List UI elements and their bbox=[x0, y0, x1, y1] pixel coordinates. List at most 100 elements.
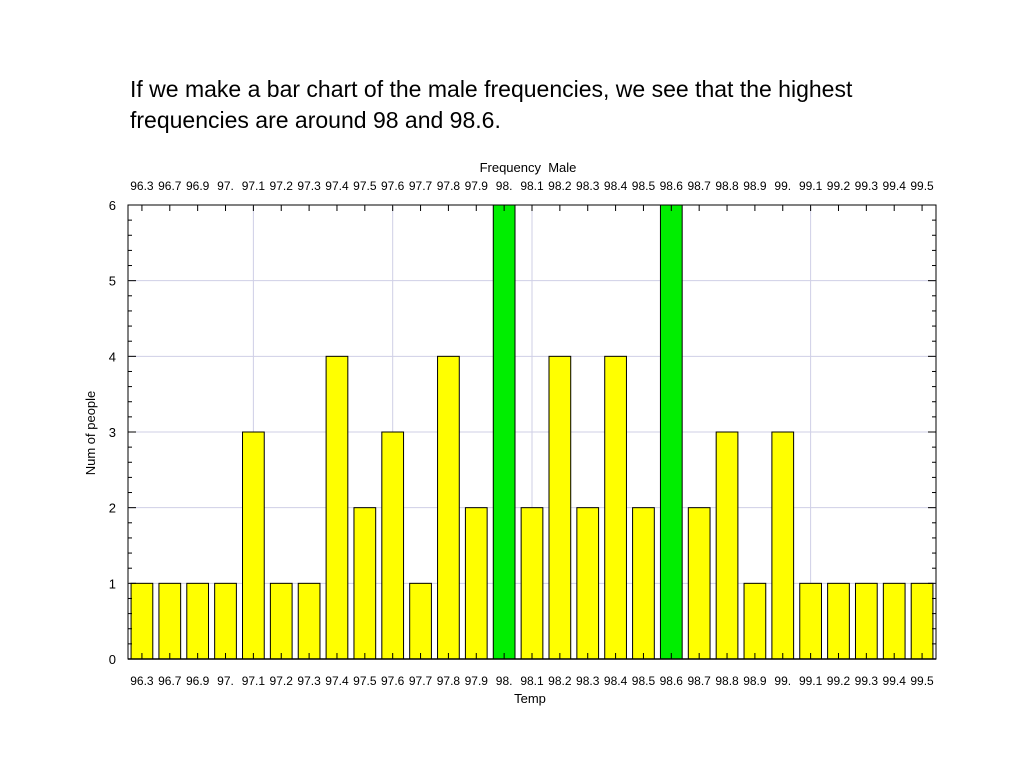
x-tick-label-top: 98.1 bbox=[520, 179, 544, 193]
x-tick-label-top: 97.7 bbox=[409, 179, 433, 193]
x-tick-label-top: 99. bbox=[774, 179, 791, 193]
x-tick-label-top: 98. bbox=[496, 179, 513, 193]
x-tick-label-top: 96.7 bbox=[158, 179, 182, 193]
bar bbox=[437, 355, 460, 660]
x-tick-label-top: 97.3 bbox=[297, 179, 321, 193]
x-tick-label: 97.9 bbox=[465, 674, 489, 688]
x-tick-label: 98.2 bbox=[548, 674, 572, 688]
y-tick-label: 1 bbox=[109, 576, 116, 591]
x-tick-label-top: 97. bbox=[217, 179, 234, 193]
bar bbox=[269, 582, 293, 660]
x-tick-label-top: 97.9 bbox=[465, 179, 489, 193]
x-tick-label: 99.2 bbox=[827, 674, 851, 688]
y-tick-label: 6 bbox=[109, 198, 116, 213]
bar bbox=[520, 507, 544, 660]
x-tick-label: 99.5 bbox=[910, 674, 934, 688]
x-tick-label-top: 99.4 bbox=[883, 179, 907, 193]
bar bbox=[910, 582, 934, 660]
x-tick-label: 99. bbox=[774, 674, 791, 688]
bar bbox=[659, 204, 683, 660]
bar bbox=[743, 582, 767, 660]
x-tick-label-top: 98.5 bbox=[632, 179, 656, 193]
x-tick-label-top: 96.3 bbox=[130, 179, 154, 193]
bar bbox=[687, 507, 711, 660]
x-tick-label: 97.3 bbox=[297, 674, 321, 688]
bar bbox=[576, 507, 600, 660]
y-tick-label: 5 bbox=[109, 274, 116, 289]
bar bbox=[130, 582, 154, 660]
x-tick-label: 98.7 bbox=[687, 674, 711, 688]
bar bbox=[158, 582, 182, 660]
bar bbox=[715, 431, 739, 660]
x-tick-label-top: 97.6 bbox=[381, 179, 405, 193]
x-tick-label: 97.6 bbox=[381, 674, 405, 688]
bar bbox=[882, 582, 906, 660]
x-tick-label-top: 98.9 bbox=[743, 179, 767, 193]
x-tick-label-top: 98.7 bbox=[687, 179, 711, 193]
x-tick-label-top: 98.4 bbox=[604, 179, 628, 193]
x-tick-label: 97.2 bbox=[270, 674, 294, 688]
x-tick-label: 99.4 bbox=[883, 674, 907, 688]
bar bbox=[353, 507, 377, 660]
bar bbox=[604, 355, 627, 660]
x-tick-label-top: 98.8 bbox=[715, 179, 739, 193]
bar bbox=[381, 431, 405, 660]
x-tick-label: 96.7 bbox=[158, 674, 182, 688]
x-tick-label: 98.9 bbox=[743, 674, 767, 688]
bar bbox=[492, 204, 516, 660]
x-tick-label-top: 97.8 bbox=[437, 179, 461, 193]
chart-title: Frequency Male bbox=[480, 160, 577, 175]
bar bbox=[854, 582, 878, 660]
x-tick-label-top: 97.5 bbox=[353, 179, 377, 193]
x-tick-label: 99.3 bbox=[855, 674, 879, 688]
x-tick-label-top: 98.3 bbox=[576, 179, 600, 193]
x-tick-label: 98.6 bbox=[660, 674, 684, 688]
x-tick-label: 97.7 bbox=[409, 674, 433, 688]
bar bbox=[548, 355, 572, 660]
y-tick-label: 0 bbox=[109, 652, 116, 667]
x-tick-label: 98. bbox=[496, 674, 513, 688]
bar bbox=[214, 582, 237, 660]
bar bbox=[464, 507, 488, 660]
caption-text: If we make a bar chart of the male frequ… bbox=[130, 76, 853, 133]
x-axis-label: Temp bbox=[514, 691, 546, 706]
x-tick-label-top: 97.4 bbox=[325, 179, 349, 193]
x-tick-label: 97.8 bbox=[437, 674, 461, 688]
x-tick-label: 98.1 bbox=[520, 674, 544, 688]
x-tick-label: 98.4 bbox=[604, 674, 628, 688]
x-tick-label-top: 99.2 bbox=[827, 179, 851, 193]
axes bbox=[128, 204, 936, 660]
bar bbox=[632, 507, 655, 660]
bar bbox=[827, 582, 850, 660]
bar bbox=[242, 431, 265, 660]
bar bbox=[186, 582, 210, 660]
x-tick-label-top: 99.1 bbox=[799, 179, 823, 193]
tick-labels: 0 1 2 3 4 5 6 96.3 96.3 96.7 96.7 96.9 96.9 97. 97. 97.… bbox=[109, 179, 934, 688]
x-tick-label-top: 99.5 bbox=[910, 179, 934, 193]
bar bbox=[799, 582, 822, 660]
x-tick-label-top: 96.9 bbox=[186, 179, 210, 193]
x-tick-label-top: 97.1 bbox=[242, 179, 266, 193]
bar bbox=[409, 582, 432, 660]
x-tick-label: 98.3 bbox=[576, 674, 600, 688]
x-tick-label: 97.1 bbox=[242, 674, 266, 688]
x-tick-label: 98.8 bbox=[715, 674, 739, 688]
x-tick-label: 97.5 bbox=[353, 674, 377, 688]
y-axis-label: Num of people bbox=[83, 391, 98, 476]
x-tick-label: 96.3 bbox=[130, 674, 154, 688]
x-tick-label-top: 98.2 bbox=[548, 179, 572, 193]
bar bbox=[297, 582, 321, 660]
y-tick-label: 4 bbox=[109, 349, 116, 364]
x-tick-label: 97. bbox=[217, 674, 234, 688]
bars bbox=[130, 204, 934, 660]
x-tick-label-top: 97.2 bbox=[270, 179, 294, 193]
y-tick-label: 2 bbox=[109, 501, 116, 516]
x-tick-label-top: 99.3 bbox=[855, 179, 879, 193]
bar bbox=[325, 355, 349, 660]
x-tick-label: 97.4 bbox=[325, 674, 349, 688]
x-tick-label: 99.1 bbox=[799, 674, 823, 688]
y-tick-label: 3 bbox=[109, 425, 116, 440]
bar bbox=[771, 431, 795, 660]
x-tick-label: 98.5 bbox=[632, 674, 656, 688]
